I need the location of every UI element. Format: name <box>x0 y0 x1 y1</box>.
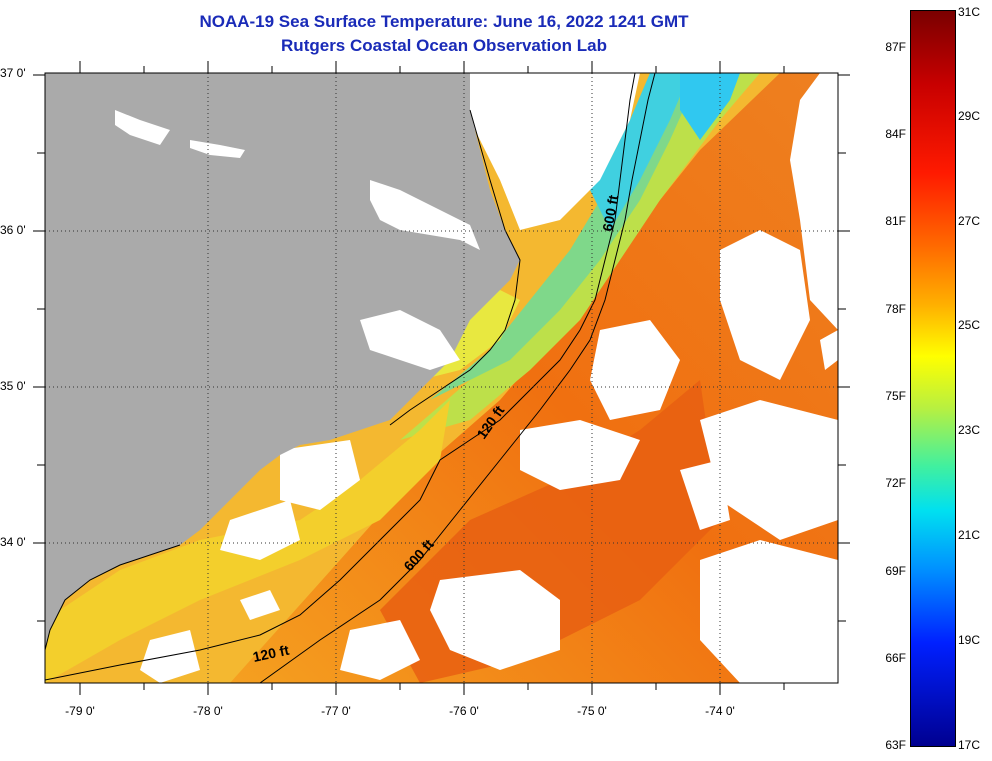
contour-600ft <box>259 73 656 683</box>
colorbar-label-27c: 27C <box>958 214 981 228</box>
map-title: NOAA-19 Sea Surface Temperature: June 16… <box>199 12 689 31</box>
graticule <box>45 73 838 683</box>
colorbar-label-72f: 72F <box>885 476 906 490</box>
lon-label-75: -75 0' <box>577 704 607 718</box>
cold-patch-north <box>680 73 740 140</box>
colorbar-label-81f: 81F <box>885 214 906 228</box>
axis-ticks <box>33 61 850 695</box>
colorbar-label-75f: 75F <box>885 389 906 403</box>
lat-label-34: 34 0' <box>0 535 26 549</box>
inland-water <box>115 110 480 370</box>
contour-label-120ft-south: 120 ft <box>251 642 290 665</box>
cold-water <box>590 73 690 230</box>
colorbar-label-63f: 63F <box>885 738 906 752</box>
colorbar-label-78f: 78F <box>885 302 906 316</box>
colorbar-label-21c: 21C <box>958 528 981 542</box>
map-subtitle: Rutgers Coastal Ocean Observation Lab <box>281 36 607 55</box>
colorbar-label-87f: 87F <box>885 40 906 54</box>
lon-label-79: -79 0' <box>65 704 95 718</box>
colorbar-label-69f: 69F <box>885 564 906 578</box>
lon-label-74: -74 0' <box>705 704 735 718</box>
temperature-colorbar <box>910 10 956 747</box>
colorbar-label-25c: 25C <box>958 318 981 332</box>
lon-label-77: -77 0' <box>321 704 351 718</box>
colorbar-label-31c: 31C <box>958 5 981 19</box>
cloud-mask <box>140 73 838 683</box>
lat-label-37: 37 0' <box>0 66 26 80</box>
contour-label-600ft-north: 600 ft <box>599 193 621 232</box>
colorbar-label-17c: 17C <box>958 738 981 752</box>
shelf-slope-water <box>400 73 760 440</box>
colorbar-label-84f: 84F <box>885 127 906 141</box>
contour-120ft <box>45 73 636 681</box>
colorbar-label-29c: 29C <box>958 109 981 123</box>
map-frame <box>44 72 839 684</box>
lat-label-36: 36 0' <box>0 223 26 237</box>
colorbar-label-19c: 19C <box>958 633 981 647</box>
colorbar-label-66f: 66F <box>885 651 906 665</box>
colorbar-label-23c: 23C <box>958 423 981 437</box>
lon-label-76: -76 0' <box>449 704 479 718</box>
lon-label-78: -78 0' <box>193 704 223 718</box>
lat-label-35: 35 0' <box>0 379 26 393</box>
